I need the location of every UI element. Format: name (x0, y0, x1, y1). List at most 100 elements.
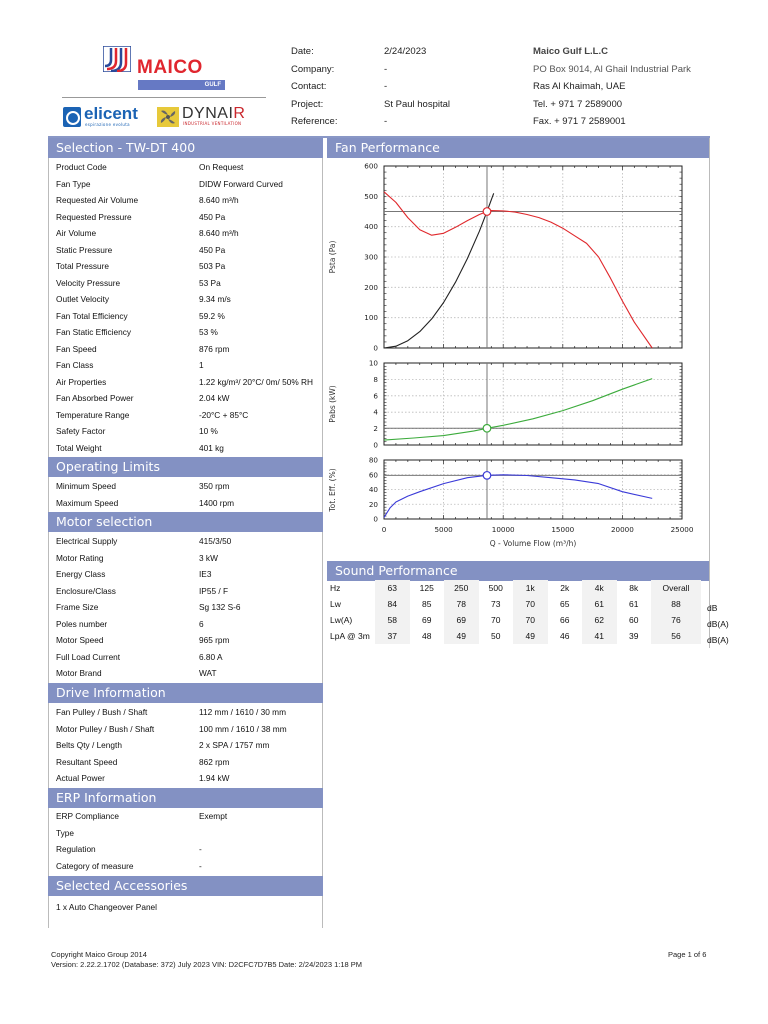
section-header-fan-performance: Fan Performance (327, 138, 709, 158)
logo-divider (62, 97, 266, 98)
row-value: 876 rpm (199, 343, 230, 354)
section-header-operating-limits: Operating Limits (48, 457, 323, 477)
sound-value: 65 (560, 599, 570, 609)
sound-value: 41 (582, 628, 617, 644)
drive-row: Actual Power 1.94 kW (48, 770, 323, 787)
column-divider (322, 138, 323, 928)
sound-row-label: Lw (330, 599, 341, 609)
row-label: ERP Compliance (56, 811, 120, 822)
svg-text:20: 20 (369, 500, 379, 509)
row-label: Fan Pulley / Bush / Shaft (56, 707, 148, 718)
sound-value: 58 (375, 612, 410, 628)
document-header-fields: Date: 2/24/2023 Company: - Contact: - Proje… (291, 46, 534, 134)
sound-value: 70 (491, 615, 501, 625)
svg-text:15000: 15000 (551, 525, 574, 534)
row-label: Total Pressure (56, 261, 110, 272)
header-value: 2/24/2023 (384, 46, 427, 57)
row-label: Velocity Pressure (56, 277, 121, 288)
selection-row: Fan Class 1 (48, 357, 323, 374)
row-label: Motor Pulley / Bush / Shaft (56, 723, 155, 734)
header-label: Project: (291, 98, 324, 110)
erp-row: Category of measure - (48, 858, 323, 875)
svg-text:600: 600 (364, 162, 378, 171)
header-label: Date: (291, 46, 314, 57)
sound-value: 69 (422, 615, 432, 625)
selection-row: Fan Speed 876 rpm (48, 341, 323, 358)
company-fax: Fax. + 971 7 2589001 (533, 116, 626, 127)
row-label: Fan Total Efficiency (56, 310, 128, 321)
sound-value: 37 (375, 628, 410, 644)
header-value: - (384, 81, 388, 92)
accessory-label: 1 x Auto Changeover Panel (56, 902, 158, 913)
sound-value: 50 (491, 631, 501, 641)
selection-row: Requested Pressure 450 Pa (48, 209, 323, 226)
maico-gulf-logo: MAICO GULF (100, 46, 230, 91)
row-label: Motor Brand (56, 668, 102, 679)
section-header-motor-selection: Motor selection (48, 512, 323, 532)
efficiency-axis-label: Tot. Eff. (%) (328, 468, 337, 512)
erp-table: ERP Compliance Exempt Type Regulation - Ca… (48, 808, 323, 874)
svg-text:300: 300 (364, 253, 378, 262)
row-value: 1 (199, 360, 204, 371)
row-value: 8.640 m³/h (199, 228, 239, 239)
section-header-selection: Selection - TW-DT 400 (48, 138, 323, 158)
row-label: Belts Qty / Length (56, 740, 122, 751)
row-label: Regulation (56, 844, 96, 855)
maico-mark-icon (103, 46, 131, 72)
sound-col-header: 1k (513, 580, 548, 596)
header-row-contact: Contact: - (291, 81, 534, 99)
row-label: Resultant Speed (56, 756, 118, 767)
row-label: Fan Class (56, 360, 94, 371)
sound-col-header: Overall (651, 580, 701, 596)
sound-value: 60 (629, 615, 639, 625)
section-header-erp-information: ERP Information (48, 788, 323, 808)
header-row-project: Project: St Paul hospital (291, 99, 534, 117)
row-value: 401 kg (199, 442, 224, 453)
row-value: 6.80 A (199, 651, 223, 662)
footer-info: Copyright Maico Group 2014 Version: 2.22… (51, 950, 362, 970)
sound-overall: 88 (651, 596, 701, 612)
selection-row: Total Pressure 503 Pa (48, 258, 323, 275)
sound-value: 61 (582, 596, 617, 612)
row-label: Maximum Speed (56, 497, 119, 508)
sound-col-header: 125 (419, 583, 434, 593)
svg-text:6: 6 (373, 391, 378, 400)
selection-row: Outlet Velocity 9.34 m/s (48, 291, 323, 308)
row-label: Fan Static Efficiency (56, 327, 132, 338)
dynair-word-main: DYNAI (182, 105, 234, 122)
pabs-axis-label: Pabs (kW) (328, 385, 337, 423)
svg-text:0: 0 (373, 441, 378, 450)
dynair-tagline: INDUSTRIAL VENTILATION (183, 121, 242, 126)
row-value: 112 mm / 1610 / 30 mm (199, 707, 286, 718)
row-label: Safety Factor (56, 426, 106, 437)
svg-text:10000: 10000 (492, 525, 515, 534)
maico-wordmark: MAICO (137, 57, 203, 78)
row-value: 862 rpm (199, 756, 230, 767)
sound-performance-table: Hz 63 125 250 500 1k 2k 4k 8k Overall Lw… (330, 580, 731, 645)
row-value: 1.22 kg/m³/ 20°C/ 0m/ 50% RH (199, 376, 313, 387)
row-value: IE3 (199, 569, 212, 580)
selection-row: Fan Total Efficiency 59.2 % (48, 308, 323, 325)
drive-row: Motor Pulley / Bush / Shaft 100 mm / 1610… (48, 721, 323, 738)
row-value: 53 % (199, 327, 218, 338)
sound-value: 49 (444, 628, 479, 644)
sound-row-lwa: Lw(A) 58 69 69 70 70 66 62 60 76 dB(A) (330, 612, 731, 629)
motor-row: Poles number 6 (48, 616, 323, 633)
row-value: 59.2 % (199, 310, 225, 321)
sound-value: 62 (582, 612, 617, 628)
erp-row: Regulation - (48, 841, 323, 858)
row-label: Total Weight (56, 442, 102, 453)
row-value: 2.04 kW (199, 393, 230, 404)
right-column-border (709, 138, 710, 648)
company-address-line2: Ras Al Khaimah, UAE (533, 81, 626, 92)
row-label: Category of measure (56, 860, 134, 871)
svg-text:0: 0 (382, 525, 387, 534)
row-value: 1.94 kW (199, 773, 230, 784)
sound-col-header: 2k (560, 583, 570, 593)
motor-row: Motor Rating 3 kW (48, 550, 323, 567)
row-label: Static Pressure (56, 244, 113, 255)
sound-header-row: Hz 63 125 250 500 1k 2k 4k 8k Overall (330, 580, 731, 596)
fan-performance-charts: 0 100 200 300 400 500 600 0 2 4 6 8 10 0 20 40 60 80 0 5000… (323, 158, 710, 553)
footer-version: Version: 2.22.2.1702 (Database: 372) Jul… (51, 960, 363, 969)
row-value: 450 Pa (199, 244, 226, 255)
